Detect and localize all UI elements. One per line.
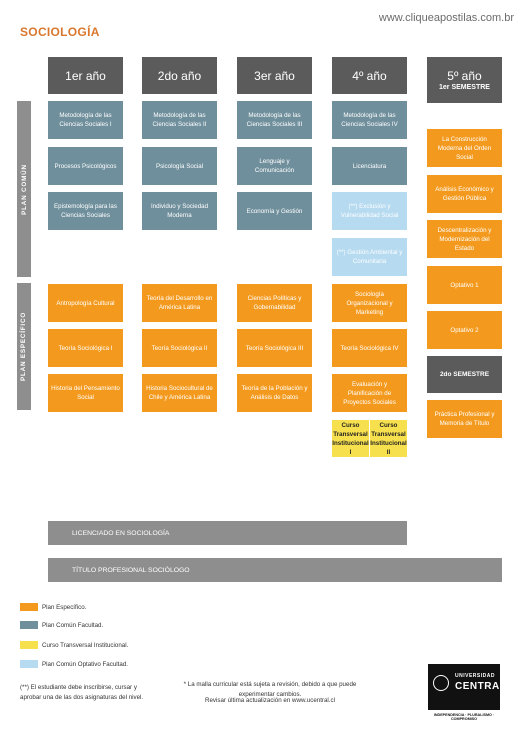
footnote-center-2: Revisar última actualización en www.ucen… xyxy=(205,697,335,704)
year-label: 5º año xyxy=(447,69,482,83)
plan-comun-sidebar: PLAN COMÚN xyxy=(17,101,31,277)
legend-label: Plan Común Optativo Facultad. xyxy=(42,660,128,668)
course-box: Metodología de las Ciencias Sociales III xyxy=(237,101,312,139)
course-box: Procesos Psicológicos xyxy=(48,147,123,185)
course-box: Historia Sociocultural de Chile y Améric… xyxy=(142,374,217,412)
year-header-5: 5º año 1er SEMESTRE xyxy=(427,57,502,103)
course-box: Teoría del Desarrollo en América Latina xyxy=(142,284,217,322)
year-header-2: 2do año xyxy=(142,57,217,94)
course-box: Teoría Sociológica IV xyxy=(332,329,407,367)
course-box: Teoría Sociológica III xyxy=(237,329,312,367)
legend-label: Plan Específico. xyxy=(42,603,87,611)
year-header-4: 4º año xyxy=(332,57,407,94)
course-box: Evaluación y Planificación de Proyectos … xyxy=(332,374,407,412)
course-box: Licenciatura xyxy=(332,147,407,185)
course-box: (**) Exclusión y Vulnerabilidad Social xyxy=(332,192,407,230)
licenciado-bar: LICENCIADO EN SOCIOLOGÍA xyxy=(48,521,407,545)
year-label: 3er año xyxy=(254,68,295,83)
course-box: Práctica Profesional y Memoria de Título xyxy=(427,400,502,438)
logo-central: CENTRAL xyxy=(455,681,507,692)
legend-swatch xyxy=(20,603,38,611)
legend-swatch xyxy=(20,660,38,668)
university-logo: UNIVERSIDAD CENTRAL INDEPENDENCIA · PLUR… xyxy=(428,664,506,721)
course-box: Psicología Social xyxy=(142,147,217,185)
course-box: Análisis Económico y Gestión Pública xyxy=(427,175,502,213)
legend-item: Curso Transversal Institucional. xyxy=(20,641,128,649)
year-label: 4º año xyxy=(352,68,387,83)
year-header-3: 3er año xyxy=(237,57,312,94)
course-box-transversal: Curso Transversal Institucional I xyxy=(332,420,369,457)
course-box: Individuo y Sociedad Moderna xyxy=(142,192,217,230)
course-box: Optativo 2 xyxy=(427,311,502,349)
course-box: Optativo 1 xyxy=(427,266,502,304)
semester-label: 1er SEMESTRE xyxy=(439,84,490,91)
course-box: Historia del Pensamiento Social xyxy=(48,374,123,412)
course-box-transversal: Curso Transversal Institucional II xyxy=(370,420,407,457)
logo-motto: INDEPENDENCIA · PLURALISMO · COMPROMISO xyxy=(433,713,495,721)
website-url[interactable]: www.cliqueapostilas.com.br xyxy=(378,12,514,24)
footnote-center-1: * La malla curricular está sujeta a revi… xyxy=(183,681,357,698)
legend-item: Plan Común Facultad. xyxy=(20,621,103,629)
footnote-left: (**) El estudiante debe inscribirse, cur… xyxy=(20,684,144,701)
legend-swatch xyxy=(20,621,38,629)
course-box: (**) Gestión Ambiental y Comunitaria xyxy=(332,238,407,276)
course-box: Metodología de las Ciencias Sociales I xyxy=(48,101,123,139)
course-box: Teoría Sociológica II xyxy=(142,329,217,367)
year-label: 1er año xyxy=(65,68,106,83)
legend-swatch xyxy=(20,641,38,649)
year-label: 2do año xyxy=(157,68,202,83)
page-title: SOCIOLOGÍA xyxy=(20,25,100,39)
semester-header: 2do SEMESTRE xyxy=(427,356,502,393)
course-box: Sociología Organizacional y Marketing xyxy=(332,284,407,322)
legend-label: Curso Transversal Institucional. xyxy=(42,641,129,649)
plan-especifico-sidebar: PLAN ESPECÍFICO xyxy=(17,283,31,410)
legend-label: Plan Común Facultad. xyxy=(42,621,104,629)
seal-icon xyxy=(433,675,449,691)
course-box: Teoría Sociológica I xyxy=(48,329,123,367)
course-box: Economía y Gestión xyxy=(237,192,312,230)
course-box: La Construcción Moderna del Orden Social xyxy=(427,129,502,167)
course-box: Metodología de las Ciencias Sociales IV xyxy=(332,101,407,139)
course-box: Descentralización y Modernización del Es… xyxy=(427,220,502,258)
legend-item: Plan Común Optativo Facultad. xyxy=(20,660,128,668)
year-header-1: 1er año xyxy=(48,57,123,94)
course-box: Epistemología para las Ciencias Sociales xyxy=(48,192,123,230)
logo-university: UNIVERSIDAD xyxy=(455,673,495,679)
course-box: Lenguaje y Comunicación xyxy=(237,147,312,185)
titulo-bar: TÍTULO PROFESIONAL SOCIÓLOGO xyxy=(48,558,502,582)
course-box: Antropología Cultural xyxy=(48,284,123,322)
course-box: Teoría de la Población y Análisis de Dat… xyxy=(237,374,312,412)
course-box: Metodología de las Ciencias Sociales II xyxy=(142,101,217,139)
course-box: Ciencias Políticas y Gobernabilidad xyxy=(237,284,312,322)
legend-item: Plan Específico. xyxy=(20,603,86,611)
